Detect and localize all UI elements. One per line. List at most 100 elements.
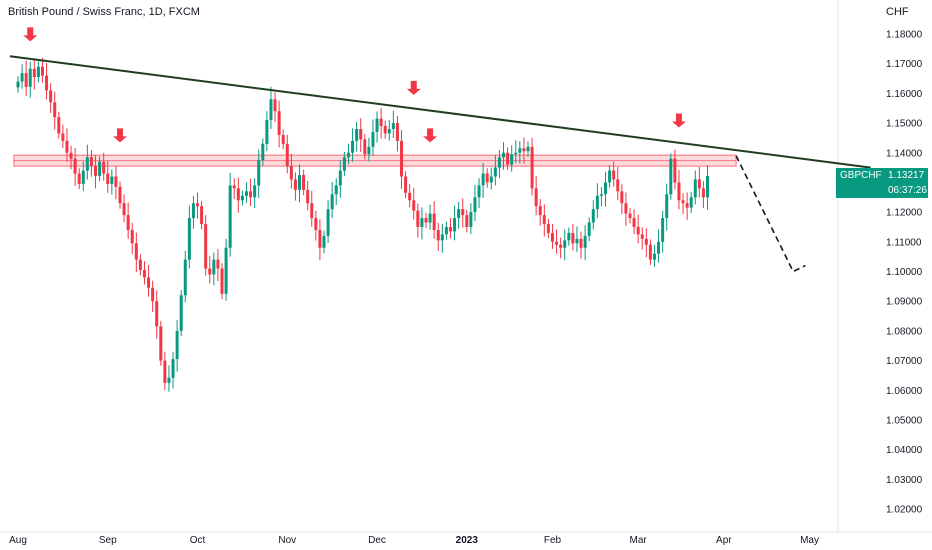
candle-body xyxy=(16,81,20,88)
candle-body xyxy=(587,222,591,236)
candle-body xyxy=(493,167,497,177)
candle-body xyxy=(110,176,114,184)
x-tick-label: Nov xyxy=(278,535,296,546)
candle-body xyxy=(689,197,693,208)
candle-body xyxy=(387,129,391,134)
candle-body xyxy=(412,200,416,211)
candle-body xyxy=(538,206,542,216)
candle-body xyxy=(114,176,118,187)
candle-body xyxy=(652,253,656,260)
candle-body xyxy=(45,75,49,91)
candle-body xyxy=(379,118,383,127)
candle-body xyxy=(440,234,444,241)
candle-body xyxy=(559,244,563,248)
candle-body xyxy=(24,73,28,87)
down-arrow-marker xyxy=(113,128,127,143)
candle-body xyxy=(240,195,244,201)
candle-body xyxy=(89,157,93,167)
candle-body xyxy=(457,209,461,219)
candle-body xyxy=(151,287,155,302)
candle-body xyxy=(542,215,546,224)
down-arrow-marker xyxy=(671,113,686,128)
candle-body xyxy=(363,139,367,155)
down-arrow-marker xyxy=(23,27,38,42)
candle-body xyxy=(375,118,379,132)
candle-body xyxy=(432,213,436,230)
candle-body xyxy=(142,270,146,278)
candle-body xyxy=(461,209,465,216)
candle-body xyxy=(444,226,448,235)
candle-body xyxy=(191,203,195,219)
candle-body xyxy=(616,179,620,192)
candle-body xyxy=(69,152,73,159)
candle-body xyxy=(522,148,526,152)
last-price-value: 1.13217 xyxy=(888,169,925,181)
candle-body xyxy=(591,209,595,223)
candle-body xyxy=(701,188,705,198)
candle-body xyxy=(94,166,98,176)
candle-body xyxy=(306,189,310,204)
chart-title: British Pound / Swiss Franc, 1D, FXCM xyxy=(8,6,200,18)
candle-body xyxy=(563,240,567,248)
candle-body xyxy=(53,102,57,118)
candle-body xyxy=(216,259,220,269)
candle-body xyxy=(171,359,175,378)
candle-body xyxy=(706,175,710,198)
candle-body xyxy=(371,131,375,147)
y-tick-label: 1.07000 xyxy=(886,356,923,367)
candle-body xyxy=(277,111,281,135)
candle-body xyxy=(506,152,510,165)
candle-body xyxy=(167,377,171,383)
candle-body xyxy=(453,218,457,232)
candle-body xyxy=(224,247,228,294)
candle-body xyxy=(273,99,277,112)
candle-body xyxy=(122,203,126,216)
y-tick-label: 1.10000 xyxy=(886,267,923,278)
candle-body xyxy=(261,143,265,161)
trendline xyxy=(9,55,871,169)
candle-body xyxy=(424,218,428,223)
candle-body xyxy=(346,152,350,158)
candle-body xyxy=(677,182,681,201)
candle-body xyxy=(310,203,314,219)
candle-body xyxy=(236,188,240,201)
candle-body xyxy=(118,186,122,204)
candle-body xyxy=(391,123,395,129)
candle-body xyxy=(697,179,701,189)
candle-body xyxy=(514,152,518,155)
y-tick-label: 1.17000 xyxy=(886,59,923,70)
currency-label: CHF xyxy=(886,6,909,18)
candle-body xyxy=(322,235,326,248)
candle-body xyxy=(477,185,481,198)
candle-body xyxy=(220,268,224,294)
candle-body xyxy=(269,99,273,121)
x-tick-label: Mar xyxy=(630,535,648,546)
candle-body xyxy=(510,154,514,165)
candle-body xyxy=(338,170,342,186)
x-tick-label: 2023 xyxy=(456,535,479,546)
x-tick-label: Aug xyxy=(9,535,27,546)
y-tick-label: 1.04000 xyxy=(886,445,923,456)
candle-body xyxy=(657,241,661,254)
candle-body xyxy=(73,158,77,174)
candle-body xyxy=(351,140,355,153)
y-tick-label: 1.03000 xyxy=(886,475,923,486)
candle-body xyxy=(489,176,493,183)
candle-body xyxy=(293,179,297,190)
candle-body xyxy=(28,68,32,87)
candle-body xyxy=(57,117,61,134)
candle-body xyxy=(65,140,69,153)
x-tick-label: Sep xyxy=(99,535,117,546)
candle-body xyxy=(648,244,652,260)
candle-body xyxy=(661,218,665,242)
candle-body xyxy=(183,259,187,296)
candle-body xyxy=(608,170,612,183)
countdown-value: 06:37:26 xyxy=(888,184,927,196)
candle-body xyxy=(155,301,159,327)
candle-body xyxy=(628,213,632,219)
y-tick-label: 1.12000 xyxy=(886,208,923,219)
candle-body xyxy=(159,326,163,361)
candle-body xyxy=(32,68,36,78)
